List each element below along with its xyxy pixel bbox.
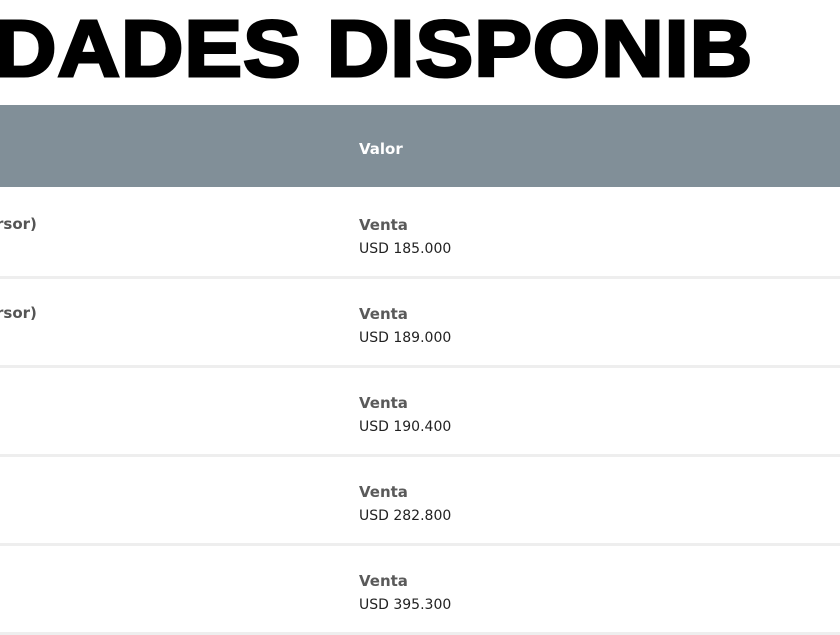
table-row: Venta USD 282.800 — [0, 457, 840, 546]
row-description: rsor) — [0, 215, 37, 233]
page-title: DADES DISPONIB — [0, 3, 754, 95]
row-description: rsor) — [0, 304, 37, 322]
table-row: Venta USD 395.300 — [0, 546, 840, 635]
table-row: Venta USD 190.400 — [0, 368, 840, 457]
row-price: USD 190.400 — [359, 419, 452, 435]
row-operation-type: Venta — [359, 483, 408, 501]
row-price: USD 395.300 — [359, 597, 452, 613]
row-price: USD 189.000 — [359, 330, 452, 346]
row-price: USD 282.800 — [359, 508, 452, 524]
row-operation-type: Venta — [359, 216, 408, 234]
column-header-valor: Valor — [359, 140, 403, 158]
row-price: USD 185.000 — [359, 241, 452, 257]
row-operation-type: Venta — [359, 394, 408, 412]
table-row: rsor) Venta USD 185.000 — [0, 190, 840, 279]
row-operation-type: Venta — [359, 572, 408, 590]
row-operation-type: Venta — [359, 305, 408, 323]
table-header: Valor — [0, 105, 840, 187]
table-row: rsor) Venta USD 189.000 — [0, 279, 840, 368]
